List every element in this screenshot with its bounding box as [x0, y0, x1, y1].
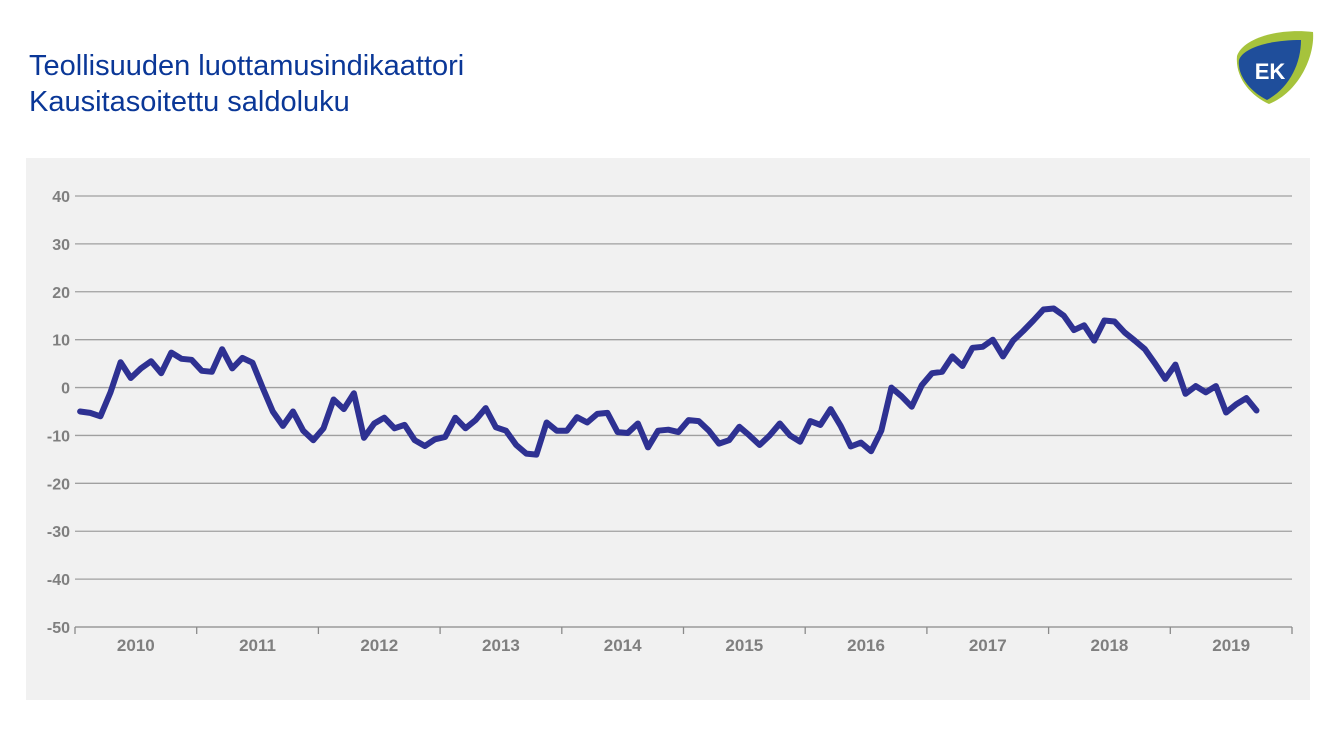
x-tick-label: 2010: [117, 636, 155, 655]
chart-panel: 40 30 20 10 0 -10 -20 -30 -40 -50 2010 2011 2012 201…: [26, 158, 1310, 700]
y-tick-label: -50: [47, 620, 70, 637]
svg-text:EK: EK: [1255, 59, 1286, 84]
y-tick-label: 10: [52, 333, 70, 350]
y-axis-ticks: 40 30 20 10 0 -10 -20 -30 -40 -50: [47, 189, 70, 637]
x-tick-label: 2015: [725, 636, 763, 655]
x-axis: 2010 2011 2012 2013 2014 2015 2016 2017 2018 2019: [74, 627, 1293, 655]
y-tick-label: -40: [47, 572, 70, 589]
x-tick-label: 2018: [1091, 636, 1129, 655]
chart-title: Teollisuuden luottamusindikaattori: [29, 50, 465, 82]
y-tick-label: 20: [52, 285, 70, 302]
x-tick-label: 2014: [604, 636, 642, 655]
x-tick-label: 2019: [1212, 636, 1250, 655]
y-tick-label: -30: [47, 524, 70, 541]
y-tick-label: 30: [52, 237, 70, 254]
chart-title-block: Teollisuuden luottamusindikaattori Kausi…: [29, 48, 464, 120]
confidence-indicator-line: [77, 305, 1260, 458]
y-tick-label: -10: [47, 428, 70, 445]
ek-logo-icon: EK: [1229, 26, 1317, 106]
y-tick-label: -20: [47, 476, 70, 493]
x-tick-label: 2016: [847, 636, 885, 655]
y-tick-label: 40: [52, 189, 70, 206]
x-tick-label: 2017: [969, 636, 1007, 655]
x-tick-label: 2011: [239, 636, 276, 655]
x-tick-label: 2013: [482, 636, 520, 655]
gridlines: [75, 195, 1292, 628]
chart-subtitle: Kausitasoitettu saldoluku: [29, 86, 350, 118]
y-tick-label: 0: [61, 381, 70, 398]
x-tick-label: 2012: [360, 636, 398, 655]
